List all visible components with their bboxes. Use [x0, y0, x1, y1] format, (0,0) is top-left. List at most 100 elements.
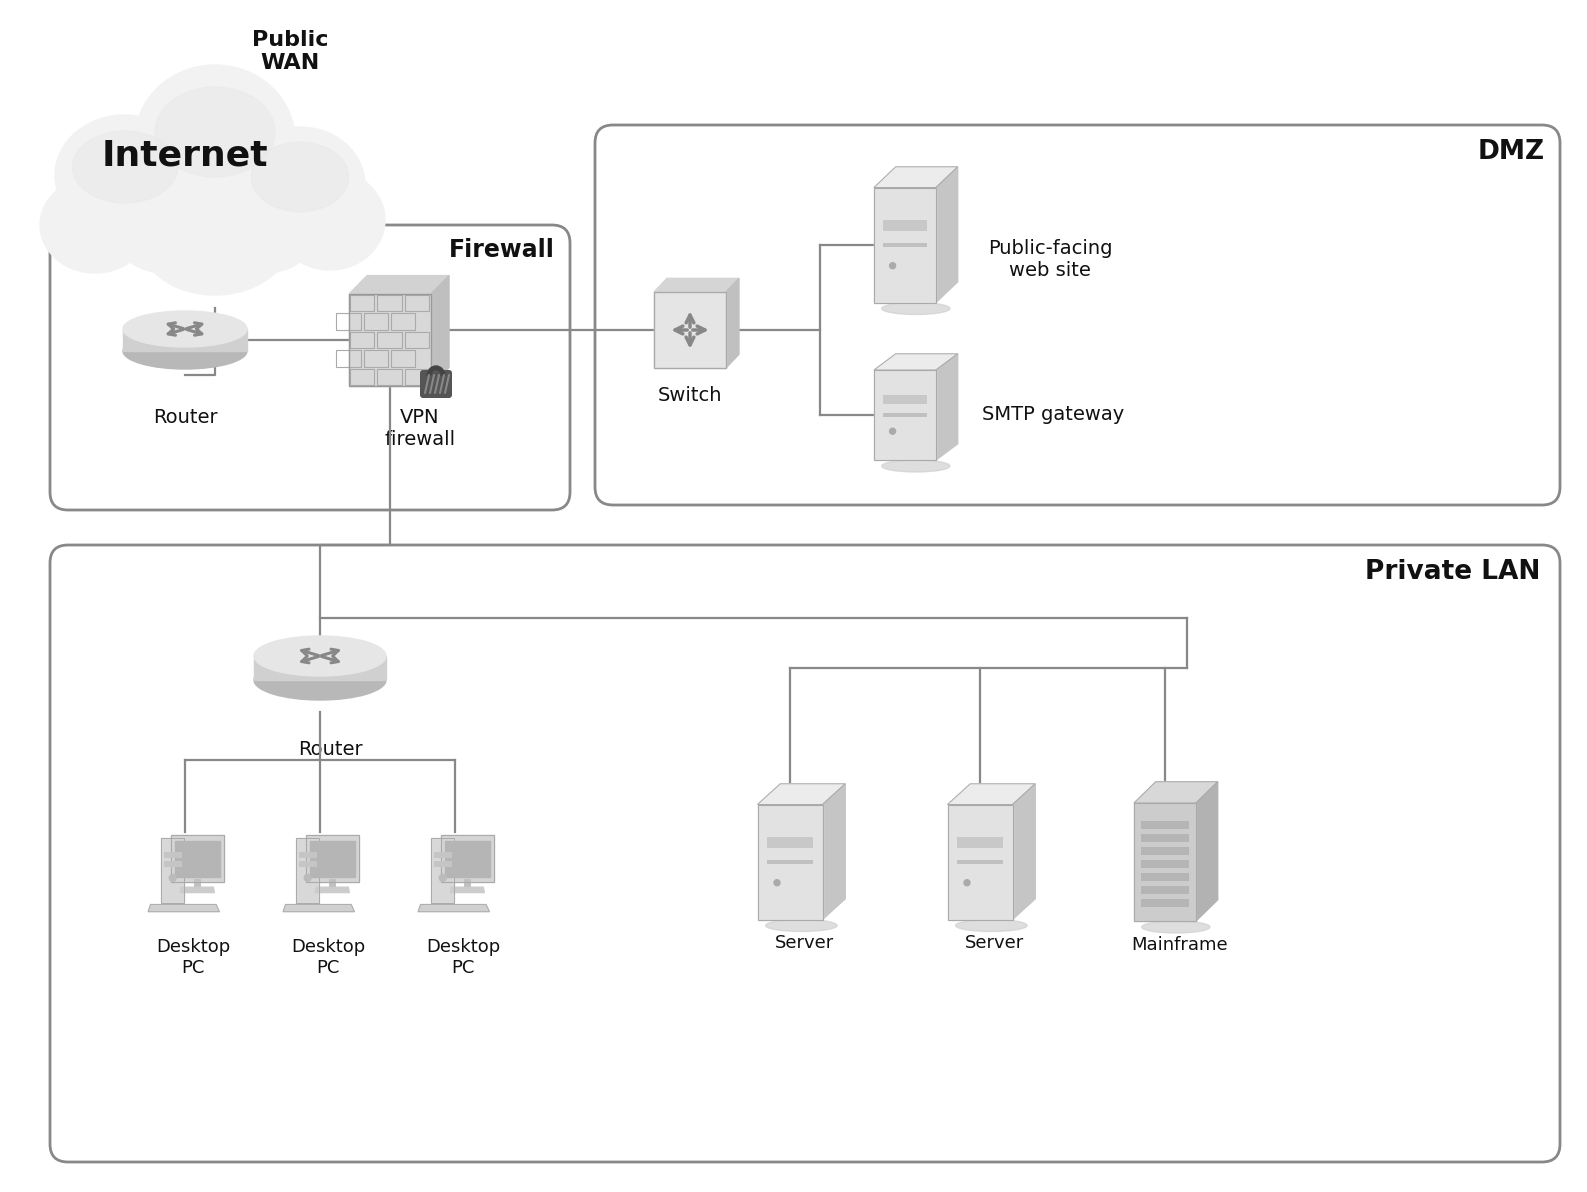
Ellipse shape [56, 114, 195, 235]
Polygon shape [309, 840, 354, 877]
Polygon shape [444, 840, 490, 877]
Ellipse shape [40, 176, 151, 273]
Text: Desktop
PC: Desktop PC [425, 938, 500, 976]
Bar [957, 859, 1003, 864]
Text: DMZ: DMZ [1477, 139, 1546, 164]
Circle shape [774, 880, 779, 886]
Ellipse shape [765, 919, 836, 931]
Polygon shape [417, 905, 489, 912]
Bar [882, 219, 927, 231]
Bar [1141, 873, 1189, 881]
Circle shape [963, 880, 970, 886]
Polygon shape [874, 187, 936, 303]
Polygon shape [1013, 784, 1035, 919]
Text: Server: Server [965, 935, 1025, 952]
Ellipse shape [124, 311, 248, 347]
Polygon shape [1135, 803, 1197, 921]
Bar [336, 350, 360, 367]
Ellipse shape [135, 66, 295, 215]
Bar [882, 243, 927, 247]
Ellipse shape [275, 170, 386, 271]
Bar [1141, 899, 1189, 907]
Polygon shape [306, 836, 359, 882]
FancyBboxPatch shape [254, 656, 386, 679]
Text: Switch: Switch [657, 386, 722, 405]
Bar [1141, 821, 1189, 828]
Bar [405, 368, 428, 385]
Polygon shape [1135, 782, 1217, 803]
Polygon shape [175, 840, 219, 877]
Bar [390, 350, 416, 367]
Bar [433, 852, 452, 858]
Circle shape [890, 428, 895, 434]
Polygon shape [947, 805, 1013, 919]
Ellipse shape [955, 919, 1027, 931]
Text: Private LAN: Private LAN [1365, 559, 1539, 585]
Text: Public-facing
web site: Public-facing web site [987, 240, 1112, 280]
Bar [363, 350, 387, 367]
Ellipse shape [254, 660, 386, 700]
Bar [163, 852, 183, 858]
Bar [378, 294, 402, 311]
Ellipse shape [882, 303, 951, 315]
Bar [882, 396, 927, 404]
Bar [351, 331, 375, 348]
Bar [298, 861, 317, 867]
Bar [298, 852, 317, 858]
Ellipse shape [110, 176, 221, 273]
Polygon shape [654, 292, 725, 368]
Bar [882, 414, 927, 417]
Bar [351, 294, 375, 311]
Polygon shape [451, 887, 484, 893]
Text: Router: Router [152, 408, 217, 427]
Polygon shape [441, 836, 494, 882]
Circle shape [305, 875, 311, 881]
Ellipse shape [124, 333, 248, 370]
Ellipse shape [209, 176, 321, 273]
Bar [433, 861, 452, 867]
Bar [390, 313, 416, 330]
Circle shape [440, 875, 446, 881]
Bar [405, 294, 428, 311]
Polygon shape [148, 905, 219, 912]
Text: VPN
firewall: VPN firewall [384, 408, 455, 449]
Polygon shape [936, 167, 957, 303]
Bar [351, 368, 375, 385]
Text: Public
WAN: Public WAN [252, 30, 329, 73]
Polygon shape [316, 887, 349, 893]
Text: Desktop
PC: Desktop PC [290, 938, 365, 976]
Polygon shape [432, 275, 449, 386]
Ellipse shape [1141, 921, 1209, 933]
Text: Mainframe: Mainframe [1132, 936, 1228, 954]
Polygon shape [822, 784, 846, 919]
Polygon shape [282, 905, 354, 912]
Bar [767, 837, 814, 849]
Text: Server: Server [776, 935, 835, 952]
Polygon shape [874, 167, 957, 187]
Polygon shape [936, 354, 957, 460]
Text: SMTP gateway: SMTP gateway [982, 405, 1124, 424]
Ellipse shape [73, 131, 178, 203]
Polygon shape [654, 278, 740, 292]
Text: Firewall: Firewall [449, 238, 555, 262]
Bar [1141, 833, 1189, 842]
Polygon shape [874, 370, 936, 460]
Ellipse shape [235, 128, 365, 243]
Bar [1141, 846, 1189, 855]
Polygon shape [297, 838, 319, 902]
Polygon shape [947, 784, 1035, 805]
Polygon shape [181, 887, 214, 893]
Polygon shape [162, 838, 184, 902]
Bar [1141, 859, 1189, 868]
Polygon shape [757, 805, 822, 919]
Polygon shape [349, 275, 449, 294]
Polygon shape [171, 836, 224, 882]
Polygon shape [757, 784, 846, 805]
Polygon shape [725, 278, 740, 368]
FancyBboxPatch shape [124, 329, 248, 350]
Polygon shape [1197, 782, 1217, 921]
Polygon shape [874, 354, 957, 370]
Bar [1141, 886, 1189, 894]
Ellipse shape [140, 185, 290, 294]
Circle shape [890, 262, 895, 268]
